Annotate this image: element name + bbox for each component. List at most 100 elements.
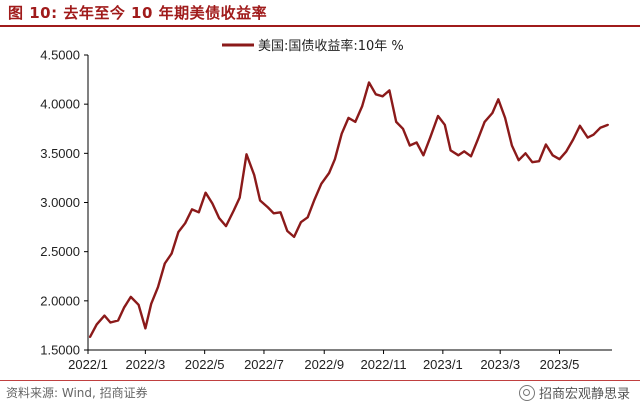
data-point [592, 133, 595, 136]
data-point [354, 121, 357, 123]
title-divider [0, 25, 640, 27]
data-point [545, 143, 547, 146]
x-tick-label: 2022/9 [304, 357, 344, 372]
legend-label: 美国:国债收益率:10年 % [258, 38, 404, 54]
x-tick-label: 2022/5 [185, 357, 225, 372]
data-point [103, 314, 106, 317]
y-tick-label: 1.5000 [40, 343, 80, 358]
watermark: 招商宏观静思录 [518, 383, 630, 402]
data-point [572, 138, 574, 141]
data-point [253, 174, 256, 176]
x-tick-label: 2022/1 [68, 357, 108, 372]
y-tick-label: 4.5000 [40, 48, 80, 63]
data-point [184, 222, 187, 225]
data-point [497, 98, 500, 101]
data-point [163, 262, 166, 265]
data-point [218, 217, 221, 220]
figure-title: 图 10: 去年至今 10 年期美债收益率 [8, 4, 268, 22]
footer-divider [0, 380, 640, 381]
chart-legend: 美国:国债收益率:10年 % [222, 38, 404, 54]
data-point [599, 126, 602, 129]
data-point [272, 212, 275, 215]
data-point [191, 208, 193, 211]
data-point [374, 93, 377, 96]
data-point [437, 115, 439, 117]
series-group [88, 81, 609, 339]
series-line [88, 81, 609, 338]
y-axis: 4.5000 4.0000 3.5000 3.0000 2.5000 2.0000 1.50… [40, 48, 89, 358]
data-point [313, 198, 316, 201]
data-point [238, 196, 241, 199]
data-point [300, 221, 302, 224]
data-point [306, 216, 309, 219]
data-point [491, 112, 494, 114]
data-point [422, 154, 425, 157]
x-axis: 2022/1 2022/3 2022/5 2022/7 2022/9 2022/11 202… [68, 349, 612, 372]
wechat-icon [518, 385, 535, 401]
data-point [204, 191, 207, 194]
data-point [177, 231, 180, 233]
data-point [259, 199, 261, 202]
y-tick-label: 4.0000 [40, 97, 80, 112]
data-point [476, 138, 479, 141]
x-tick-label: 2022/11 [361, 357, 407, 372]
data-point [408, 144, 411, 147]
data-point [415, 141, 418, 144]
data-point [443, 123, 446, 126]
data-point [504, 117, 506, 119]
watermark-text: 招商宏观静思录 [538, 387, 630, 402]
data-point [267, 206, 269, 209]
y-tick-label: 2.0000 [40, 293, 80, 308]
data-point [232, 209, 235, 212]
data-point [368, 81, 370, 84]
data-point [531, 161, 534, 164]
data-point [470, 155, 472, 158]
data-point [144, 327, 147, 330]
data-point [123, 306, 125, 309]
data-point [225, 225, 227, 228]
data-point [347, 117, 350, 119]
data-point [157, 286, 159, 288]
source-note: 资料来源: Wind, 招商证券 [6, 386, 148, 400]
data-point [245, 153, 248, 156]
x-tick-label: 2022/7 [244, 357, 284, 372]
data-point [558, 158, 561, 161]
data-point [197, 211, 200, 214]
data-point [565, 150, 568, 153]
data-point [293, 236, 295, 238]
data-point [524, 152, 527, 155]
data-point [328, 172, 330, 174]
data-point [89, 336, 91, 339]
data-point [517, 159, 520, 162]
y-tick-label: 3.0000 [40, 195, 80, 210]
data-point [361, 105, 364, 107]
x-tick-label: 2023/3 [480, 357, 520, 372]
data-point [483, 121, 486, 123]
data-point [286, 230, 289, 232]
data-point [95, 323, 98, 326]
data-point [388, 89, 391, 92]
data-point [457, 154, 460, 157]
data-point [279, 211, 282, 214]
data-point [579, 124, 581, 127]
y-tick-label: 2.5000 [40, 244, 80, 259]
data-point [340, 132, 343, 135]
data-point [402, 127, 404, 130]
data-point [463, 150, 466, 153]
data-point [129, 296, 132, 298]
x-tick-label: 2023/5 [540, 357, 580, 372]
data-point [381, 95, 384, 98]
data-point [586, 136, 589, 139]
data-point [538, 160, 540, 163]
data-point [607, 123, 609, 126]
y-tick-label: 3.5000 [40, 146, 80, 161]
data-point [117, 319, 119, 322]
data-point [449, 149, 452, 152]
line-chart: 4.5000 4.0000 3.5000 3.0000 2.5000 2.0000 1.50… [40, 38, 612, 372]
data-point [211, 202, 214, 205]
data-point [109, 321, 112, 324]
data-point [170, 252, 173, 255]
data-point [320, 182, 323, 185]
data-point [334, 158, 336, 161]
data-point [395, 121, 398, 123]
